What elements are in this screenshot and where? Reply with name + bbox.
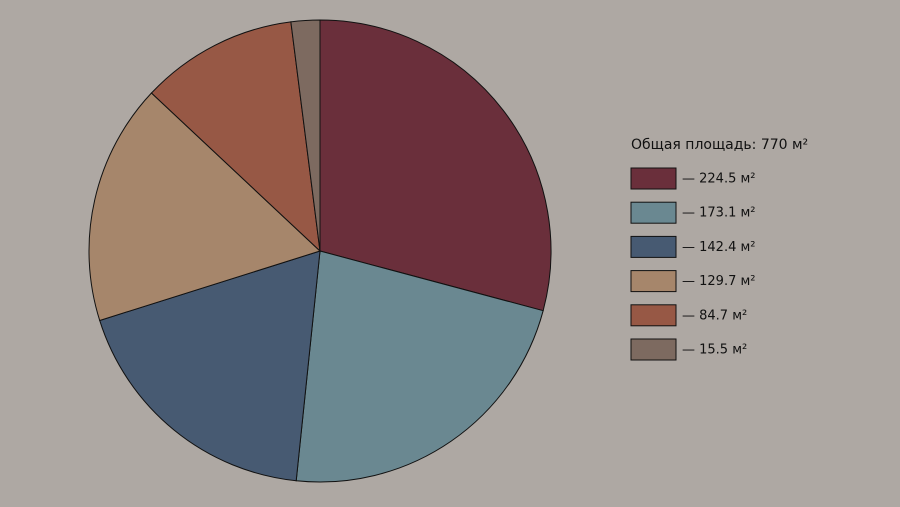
legend-swatch [630,270,677,293]
legend-label: — 84.7 м² [682,308,747,323]
legend-label: — 224.5 м² [682,172,756,187]
legend-swatch [630,338,677,361]
legend-swatch [630,201,677,224]
legend-swatch [630,304,677,327]
pie-slice [295,250,544,483]
pie-slice [150,21,321,253]
pie-slice [290,19,321,252]
legend-label: — 15.5 м² [682,343,747,358]
pie-slice [319,19,552,312]
pie-slice [99,250,321,482]
legend-swatch [630,235,677,258]
legend-label: — 142.4 м² [682,240,756,255]
legend-label: — 173.1 м² [682,206,756,221]
legend-title: Общая площадь: 770 м² [631,137,808,153]
legend-label: — 129.7 м² [682,274,756,289]
legend-swatch [630,167,677,190]
pie-slice [88,92,321,322]
